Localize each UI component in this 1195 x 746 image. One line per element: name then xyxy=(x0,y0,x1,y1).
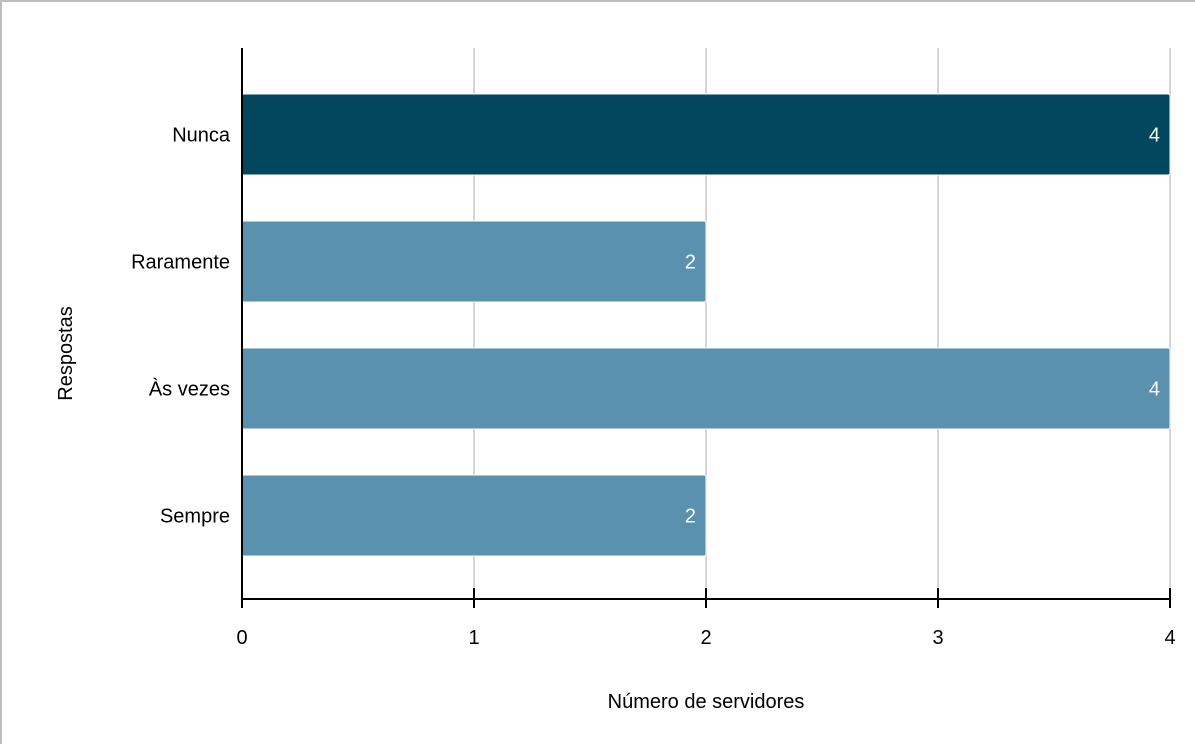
y-tick-label-2: Raramente xyxy=(131,252,230,274)
bar-value-label-1: 4 xyxy=(1149,125,1160,147)
bar-4 xyxy=(241,474,707,557)
y-tick-label-4: Sempre xyxy=(160,506,230,528)
bar-value-label-4: 2 xyxy=(685,506,696,528)
x-tick-label-4: 4 xyxy=(1164,627,1175,649)
x-ticks: 0 1 2 3 4 xyxy=(236,588,1176,649)
bar-value-label-2: 2 xyxy=(685,252,696,274)
x-axis-title: Número de servidores xyxy=(608,691,805,713)
x-tick-label-3: 3 xyxy=(932,627,943,649)
bar-3 xyxy=(241,347,1171,430)
y-tick-label-1: Nunca xyxy=(172,125,231,147)
bar-value-label-3: 4 xyxy=(1149,379,1160,401)
y-tick-labels: Nunca Raramente Às vezes Sempre xyxy=(131,125,231,528)
bar-1 xyxy=(241,93,1171,176)
bar-2 xyxy=(241,220,707,303)
y-axis-title: Respostas xyxy=(55,306,77,401)
x-tick-label-2: 2 xyxy=(700,627,711,649)
x-tick-label-0: 0 xyxy=(236,627,247,649)
y-tick-label-3: Às vezes xyxy=(149,378,230,401)
x-tick-label-1: 1 xyxy=(468,627,479,649)
